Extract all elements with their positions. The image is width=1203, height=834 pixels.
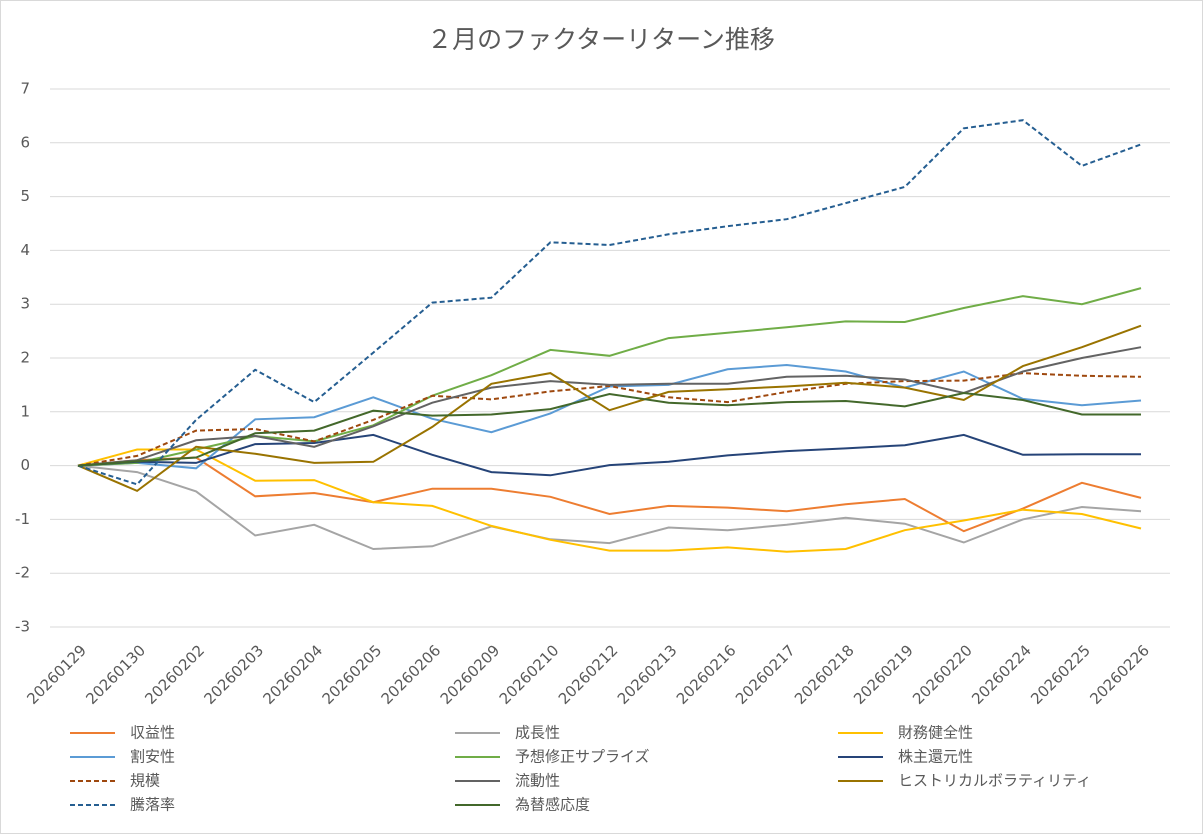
series-line <box>77 456 1142 533</box>
legend-label: 為替感応度 <box>515 796 590 814</box>
y-tick-label: -2 <box>15 564 30 582</box>
y-tick-label: 7 <box>20 80 30 98</box>
legend-label: 騰落率 <box>130 796 175 814</box>
y-tick-label: 2 <box>20 349 30 367</box>
legend-label: 割安性 <box>130 748 175 766</box>
legend-label: 規模 <box>130 772 160 790</box>
chart-title: ２月のファクターリターン推移 <box>427 25 775 54</box>
legend-label: ヒストリカルボラティリティ <box>898 772 1091 790</box>
series-line <box>77 391 1141 467</box>
y-tick-label: 0 <box>20 456 30 474</box>
y-tick-label: 1 <box>20 402 30 420</box>
y-tick-label: -3 <box>15 618 30 636</box>
y-tick-label: 3 <box>20 295 30 313</box>
legend-label: 予想修正サプライズ <box>515 748 650 766</box>
series-line <box>77 372 1142 467</box>
series-line <box>77 448 1142 553</box>
series-line <box>77 119 1142 486</box>
y-tick-label: -1 <box>15 510 30 528</box>
legend-label: 財務健全性 <box>898 724 973 742</box>
legend-label: 収益性 <box>130 724 175 742</box>
y-tick-label: 6 <box>20 133 30 151</box>
series-line <box>77 464 1142 551</box>
legend-label: 流動性 <box>515 772 560 790</box>
legend-label: 成長性 <box>515 724 560 742</box>
y-tick-label: 4 <box>20 241 30 259</box>
legend-label: 株主還元性 <box>898 748 973 766</box>
y-tick-label: 5 <box>20 187 30 205</box>
series-line <box>77 324 1142 493</box>
series-line <box>77 433 1141 477</box>
